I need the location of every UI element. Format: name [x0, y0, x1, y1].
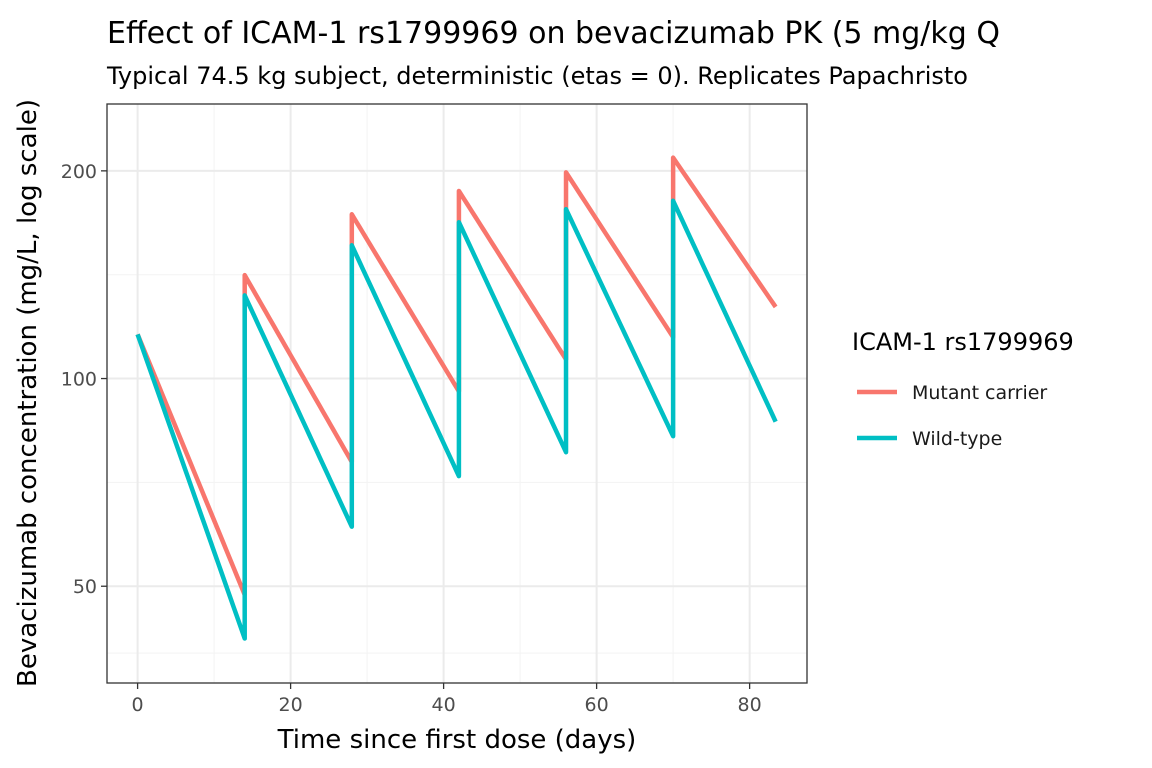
x-tick-label: 0	[132, 694, 144, 716]
legend: ICAM-1 rs1799969 Mutant carrier Wild-typ…	[852, 328, 1074, 450]
x-axis-title: Time since first dose (days)	[277, 725, 637, 755]
series-layer	[135, 155, 778, 641]
x-tick-label: 40	[432, 694, 456, 716]
y-tick-label: 100	[61, 369, 97, 391]
chart-title: Effect of ICAM-1 rs1799969 on bevacizuma…	[107, 16, 1000, 51]
y-axis-title: Bevacizumab concentration (mg/L, log sca…	[13, 99, 43, 687]
y-axis-ticks: 50 100 200	[61, 161, 107, 598]
y-tick-label: 200	[61, 161, 97, 183]
y-tick-label: 50	[73, 576, 97, 598]
legend-title: ICAM-1 rs1799969	[852, 328, 1074, 356]
x-tick-label: 80	[738, 694, 762, 716]
legend-label-wildtype: Wild-type	[912, 428, 1002, 450]
chart-subtitle: Typical 74.5 kg subject, deterministic (…	[106, 62, 968, 90]
x-tick-label: 20	[279, 694, 303, 716]
panel-border	[106, 103, 808, 684]
legend-label-mutant: Mutant carrier	[912, 382, 1047, 404]
x-axis-ticks: 0 20 40 60 80	[132, 683, 762, 716]
x-tick-label: 60	[585, 694, 609, 716]
series-line-wild-type	[135, 198, 778, 641]
